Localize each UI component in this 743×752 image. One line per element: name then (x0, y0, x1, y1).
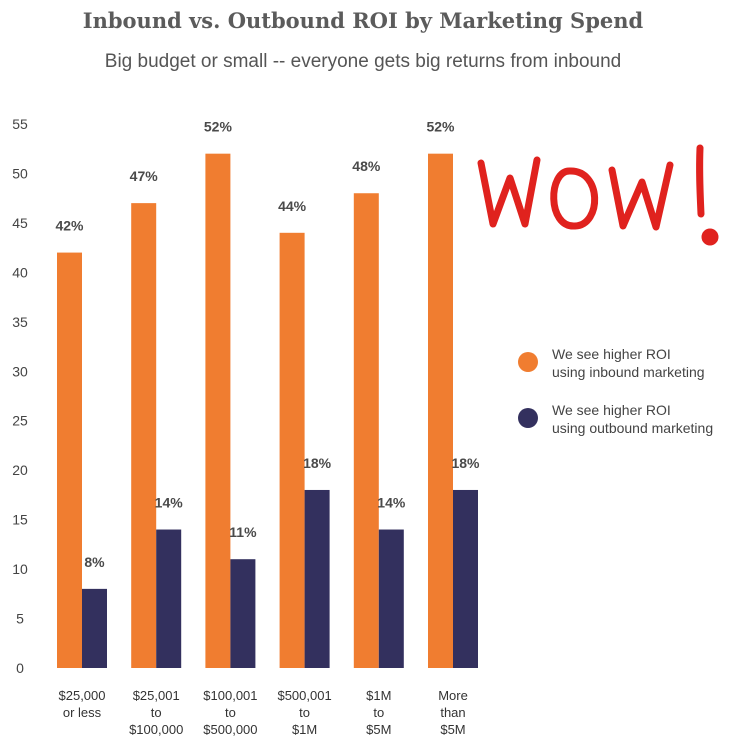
bar-outbound (230, 559, 256, 668)
wow-exclaim-dot (701, 228, 719, 246)
y-tick-label: 20 (12, 462, 28, 478)
y-tick-label: 5 (16, 611, 24, 627)
data-label: 48% (352, 158, 381, 174)
data-label: 52% (204, 119, 233, 135)
bar-inbound (131, 203, 157, 669)
x-tick-line: $5M (440, 722, 465, 737)
legend-label: We see higher ROI using outbound marketin… (552, 402, 713, 436)
legend-line: using inbound marketing (552, 364, 705, 380)
x-tick-label: $500,001 to $1M (277, 688, 331, 737)
x-tick-line: More (438, 688, 468, 703)
x-axis: $25,000 or less $25,001 to $100,000 $100,001 t… (59, 688, 468, 737)
bar-outbound (82, 588, 107, 668)
bar-outbound (378, 529, 404, 668)
bars: 42% 47% 52% 44% 48% 52% 8% 14% 11% 18% 14% 18% (55, 119, 480, 669)
y-tick-label: 50 (12, 165, 28, 181)
y-tick-label: 45 (12, 215, 28, 231)
x-tick-line: $100,000 (129, 722, 183, 737)
x-tick-line: or less (63, 705, 102, 720)
chart-title: Inbound vs. Outbound ROI by Marketing Sp… (83, 8, 644, 33)
x-tick-line: $1M (292, 722, 317, 737)
data-label: 18% (451, 455, 480, 471)
y-tick-label: 55 (12, 116, 28, 132)
y-tick-label: 40 (12, 264, 28, 280)
y-axis: 0 5 10 15 20 25 30 35 40 45 50 55 (12, 116, 28, 676)
bar-inbound (353, 193, 379, 668)
x-tick-label: More than $5M (438, 688, 468, 737)
wow-letter-o (550, 167, 599, 230)
bar-inbound (205, 153, 231, 668)
x-tick-line: $100,001 (203, 688, 257, 703)
data-label: 47% (130, 168, 159, 184)
bar-inbound (428, 153, 453, 668)
data-label: 8% (84, 554, 105, 570)
x-tick-line: $5M (366, 722, 391, 737)
x-tick-line: to (299, 705, 310, 720)
bar-outbound (156, 529, 182, 668)
x-tick-label: $100,001 to $500,000 (203, 688, 257, 737)
bar-outbound (304, 489, 330, 668)
x-tick-label: $25,000 or less (59, 688, 106, 720)
x-tick-line: $500,001 (277, 688, 331, 703)
x-tick-line: $1M (366, 688, 391, 703)
data-label: 14% (155, 495, 184, 511)
chart-subtitle: Big budget or small -- everyone gets big… (105, 51, 621, 72)
y-tick-label: 25 (12, 413, 28, 429)
x-tick-line: to (225, 705, 236, 720)
data-label: 52% (426, 119, 455, 135)
legend-line: We see higher ROI (552, 346, 671, 362)
wow-letter-exclaim (696, 144, 705, 218)
data-label: 14% (377, 495, 406, 511)
data-label: 42% (55, 218, 84, 234)
x-tick-label: $25,001 to $100,000 (129, 688, 183, 737)
data-label: 11% (229, 524, 257, 540)
x-tick-line: $25,001 (133, 688, 180, 703)
x-tick-line: to (373, 705, 384, 720)
data-label: 18% (303, 455, 332, 471)
x-tick-line: than (440, 705, 465, 720)
bar-inbound (57, 252, 82, 668)
legend: We see higher ROI using inbound marketing… (518, 346, 713, 436)
wow-letter-w1 (477, 156, 541, 228)
wow-letter-w2 (608, 161, 674, 231)
data-label: 44% (278, 198, 307, 214)
x-tick-line: to (151, 705, 162, 720)
y-tick-label: 35 (12, 314, 28, 330)
bar-outbound (453, 489, 478, 668)
wow-annotation (477, 144, 719, 246)
y-tick-label: 30 (12, 363, 28, 379)
legend-line: We see higher ROI (552, 402, 671, 418)
bar-inbound (279, 232, 305, 669)
x-tick-line: $25,000 (59, 688, 106, 703)
legend-line: using outbound marketing (552, 420, 713, 436)
legend-marker-outbound (518, 408, 538, 428)
x-tick-label: $1M to $5M (366, 688, 391, 737)
y-tick-label: 0 (16, 660, 24, 676)
legend-marker-inbound (518, 352, 538, 372)
y-tick-label: 15 (12, 512, 28, 528)
x-tick-line: $500,000 (203, 722, 257, 737)
legend-label: We see higher ROI using inbound marketing (552, 346, 705, 380)
y-tick-label: 10 (12, 561, 28, 577)
